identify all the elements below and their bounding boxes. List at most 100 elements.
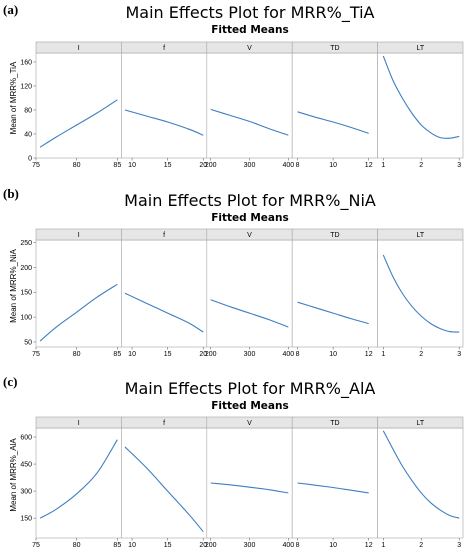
facet-frame bbox=[377, 239, 464, 348]
facet-label: LT bbox=[416, 232, 424, 239]
facet-strip bbox=[377, 416, 464, 429]
x-tick-label: 12 bbox=[365, 542, 373, 549]
facet-frame bbox=[206, 239, 293, 348]
x-tick-label: 2 bbox=[419, 351, 423, 358]
effect-line-v bbox=[210, 299, 289, 328]
x-tick-label: 12 bbox=[365, 162, 373, 169]
x-tick-label: 2 bbox=[419, 162, 423, 169]
effect-line-f bbox=[124, 292, 204, 333]
x-tick-label: 85 bbox=[113, 351, 121, 358]
facet-label: TD bbox=[330, 420, 339, 427]
effect-line-lt bbox=[382, 254, 460, 333]
x-tick-label: 400 bbox=[282, 162, 294, 169]
x-tick-label: 1 bbox=[381, 542, 385, 549]
facet-label: LT bbox=[416, 45, 424, 52]
x-tick-label: 10 bbox=[329, 542, 337, 549]
x-tick-label: 75 bbox=[32, 351, 40, 358]
y-tick-label: 120 bbox=[20, 83, 32, 90]
y-axis-label: Mean of MRR%_AlA bbox=[9, 438, 18, 512]
x-tick-label: 3 bbox=[457, 542, 461, 549]
x-tick-label: 80 bbox=[73, 542, 81, 549]
effect-line-td bbox=[297, 482, 369, 494]
y-tick-label: 200 bbox=[20, 265, 32, 272]
effect-line-td bbox=[297, 301, 369, 325]
x-tick-label: 15 bbox=[164, 162, 172, 169]
facet-frame bbox=[291, 52, 378, 159]
facet-frame bbox=[35, 427, 122, 539]
y-tick-label: 50 bbox=[24, 339, 32, 346]
x-tick-label: 3 bbox=[457, 162, 461, 169]
x-tick-label: 8 bbox=[296, 162, 300, 169]
effect-line-lt bbox=[382, 430, 460, 519]
facet-label: I bbox=[78, 232, 80, 239]
x-tick-label: 200 bbox=[205, 542, 217, 549]
y-tick-label: 300 bbox=[20, 489, 32, 496]
y-tick-label: 80 bbox=[24, 107, 32, 114]
plot-area: 150 300 450 600 I 75 80 85 f 10 15 20 V 200 300 400 TD 8 1… bbox=[20, 416, 464, 549]
facet-frame bbox=[291, 427, 378, 539]
chart-subtitle: Fitted Means bbox=[211, 212, 288, 224]
facet-label: I bbox=[78, 420, 80, 427]
effect-line-v bbox=[210, 482, 289, 494]
x-tick-label: 400 bbox=[282, 542, 294, 549]
chart-subtitle: Fitted Means bbox=[211, 400, 288, 412]
y-tick-label: 150 bbox=[20, 290, 32, 297]
y-axis-label: Mean of MRR%_NiA bbox=[9, 248, 18, 322]
effect-line-i bbox=[39, 283, 118, 342]
effect-line-v bbox=[210, 108, 289, 136]
effect-line-lt bbox=[382, 55, 460, 139]
y-tick-label: 40 bbox=[24, 131, 32, 138]
facet-frame bbox=[121, 427, 208, 539]
x-tick-label: 12 bbox=[365, 351, 373, 358]
x-tick-label: 8 bbox=[296, 542, 300, 549]
x-tick-label: 85 bbox=[113, 542, 121, 549]
x-tick-label: 20 bbox=[199, 162, 207, 169]
x-tick-label: 75 bbox=[32, 542, 40, 549]
x-tick-label: 10 bbox=[329, 162, 337, 169]
effect-line-f bbox=[124, 109, 204, 136]
plot-area: 0 40 80 120 160 I 75 80 85 f 10 15 20 V 200 300 400 TD 8 10… bbox=[20, 41, 464, 169]
y-tick-label: 600 bbox=[20, 434, 32, 441]
facet-label: TD bbox=[330, 45, 339, 52]
x-tick-label: 1 bbox=[381, 351, 385, 358]
facet-frame bbox=[206, 427, 293, 539]
y-tick-label: 0 bbox=[28, 155, 32, 162]
y-tick-label: 450 bbox=[20, 461, 32, 468]
facet-label: f bbox=[163, 420, 165, 427]
panel-a: (a) Main Effects Plot for MRR%_TiA Fitte… bbox=[3, 2, 464, 169]
x-tick-label: 300 bbox=[244, 162, 256, 169]
chart-subtitle: Fitted Means bbox=[211, 24, 288, 36]
x-tick-label: 10 bbox=[329, 351, 337, 358]
x-tick-label: 15 bbox=[164, 542, 172, 549]
y-tick-label: 150 bbox=[20, 516, 32, 523]
facet-frame bbox=[35, 239, 122, 348]
facet-label: TD bbox=[330, 232, 339, 239]
x-tick-label: 300 bbox=[244, 542, 256, 549]
x-tick-label: 2 bbox=[419, 542, 423, 549]
chart-title: Main Effects Plot for MRR%_AlA bbox=[125, 379, 376, 399]
x-tick-label: 10 bbox=[128, 162, 136, 169]
x-tick-label: 3 bbox=[457, 351, 461, 358]
x-tick-label: 200 bbox=[205, 351, 217, 358]
plot-area: 50 100 150 200 250 I 75 80 85 f 10 15 20 V 200 300 400 TD… bbox=[20, 228, 464, 358]
panel-b: (b) Main Effects Plot for MRR%_NiA Fitte… bbox=[3, 186, 464, 358]
facet-label: V bbox=[247, 420, 252, 427]
facet-label: I bbox=[78, 45, 80, 52]
x-tick-label: 20 bbox=[199, 351, 207, 358]
x-tick-label: 15 bbox=[164, 351, 172, 358]
panel-label: (b) bbox=[3, 186, 19, 201]
x-tick-label: 85 bbox=[113, 162, 121, 169]
facet-strip bbox=[377, 228, 464, 241]
facet-frame bbox=[206, 52, 293, 159]
panel-c: (c) Main Effects Plot for MRR%_AlA Fitte… bbox=[3, 374, 464, 549]
y-axis-label: Mean of MRR%_TiA bbox=[9, 61, 18, 134]
facet-frame bbox=[291, 239, 378, 348]
x-tick-label: 300 bbox=[244, 351, 256, 358]
chart-title: Main Effects Plot for MRR%_TiA bbox=[126, 3, 375, 23]
chart-title: Main Effects Plot for MRR%_NiA bbox=[124, 191, 376, 211]
x-tick-label: 400 bbox=[282, 351, 294, 358]
panel-label: (c) bbox=[3, 374, 17, 389]
y-tick-label: 160 bbox=[20, 59, 32, 66]
effect-line-i bbox=[39, 99, 118, 148]
